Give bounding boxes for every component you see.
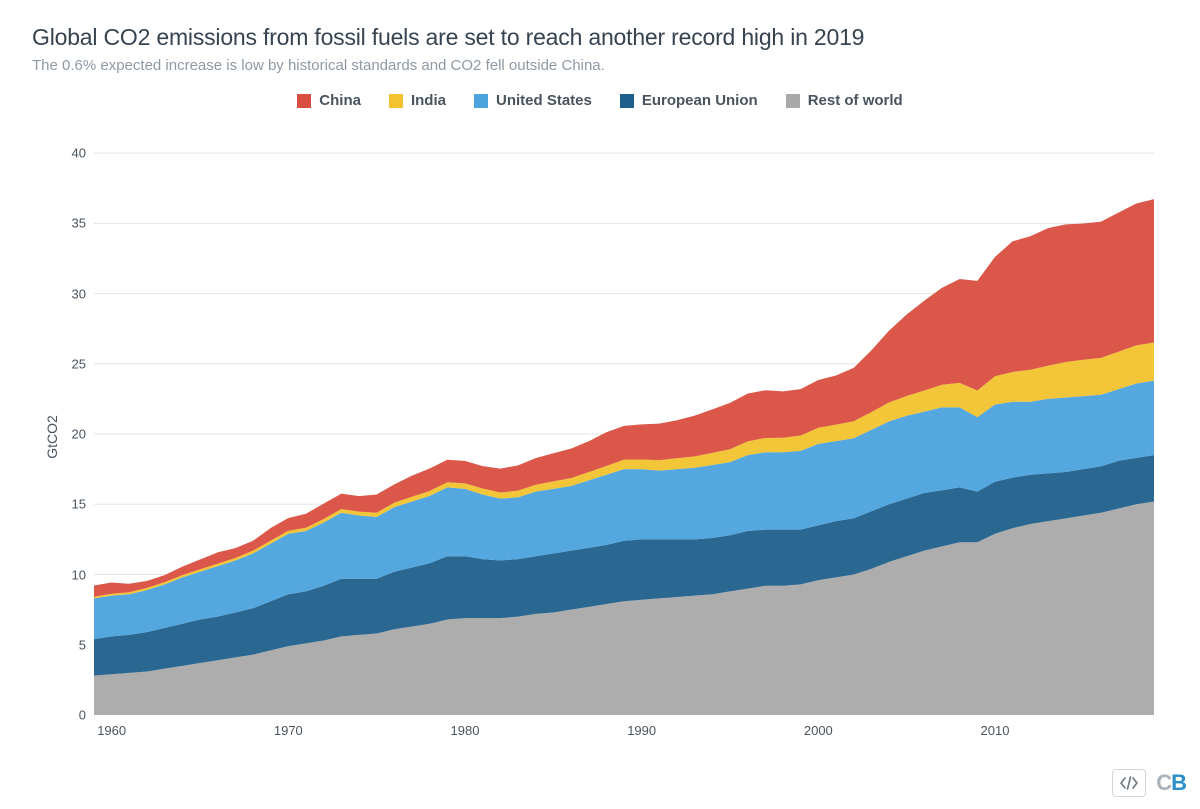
chart-area: GtCO2 0 5 10 15 20 25 30 35 40 1960 1970 1980 1990 2… — [32, 117, 1168, 757]
chart-title: Global CO2 emissions from fossil fuels a… — [32, 24, 1168, 51]
y-tick-label: 10 — [72, 567, 86, 582]
legend-item[interactable]: India — [389, 92, 446, 109]
y-tick-label: 40 — [72, 146, 86, 161]
legend-item[interactable]: European Union — [620, 92, 758, 109]
x-tick-label: 2000 — [804, 723, 833, 738]
legend-label: United States — [496, 92, 592, 109]
y-tick-label: 0 — [79, 708, 86, 723]
logo-letter-c: C — [1156, 770, 1171, 796]
chart-subtitle: The 0.6% expected increase is low by his… — [32, 57, 1168, 74]
y-tick-label: 5 — [79, 637, 86, 652]
legend-swatch — [389, 94, 403, 108]
legend-label: European Union — [642, 92, 758, 109]
carbonbrief-logo[interactable]: CB — [1156, 770, 1186, 796]
y-tick-label: 30 — [72, 286, 86, 301]
legend: China India United States European Union Res… — [32, 92, 1168, 109]
legend-label: India — [411, 92, 446, 109]
legend-swatch — [620, 94, 634, 108]
legend-item[interactable]: Rest of world — [786, 92, 903, 109]
y-axis-label: GtCO2 — [44, 415, 60, 459]
legend-swatch — [474, 94, 488, 108]
y-tick-label: 25 — [72, 356, 86, 371]
footer-controls: CB — [1112, 769, 1186, 797]
y-tick-label: 35 — [72, 216, 86, 231]
x-tick-label: 1980 — [451, 723, 480, 738]
legend-label: Rest of world — [808, 92, 903, 109]
legend-label: China — [319, 92, 361, 109]
x-tick-label: 2010 — [981, 723, 1010, 738]
logo-letter-b: B — [1171, 770, 1186, 796]
x-tick-label: 1960 — [97, 723, 126, 738]
legend-swatch — [786, 94, 800, 108]
x-tick-label: 1970 — [274, 723, 303, 738]
legend-swatch — [297, 94, 311, 108]
stacked-area-plot — [94, 125, 1154, 715]
y-tick-label: 20 — [72, 427, 86, 442]
legend-item[interactable]: China — [297, 92, 361, 109]
x-tick-label: 1990 — [627, 723, 656, 738]
embed-icon[interactable] — [1112, 769, 1146, 797]
legend-item[interactable]: United States — [474, 92, 592, 109]
y-tick-label: 15 — [72, 497, 86, 512]
